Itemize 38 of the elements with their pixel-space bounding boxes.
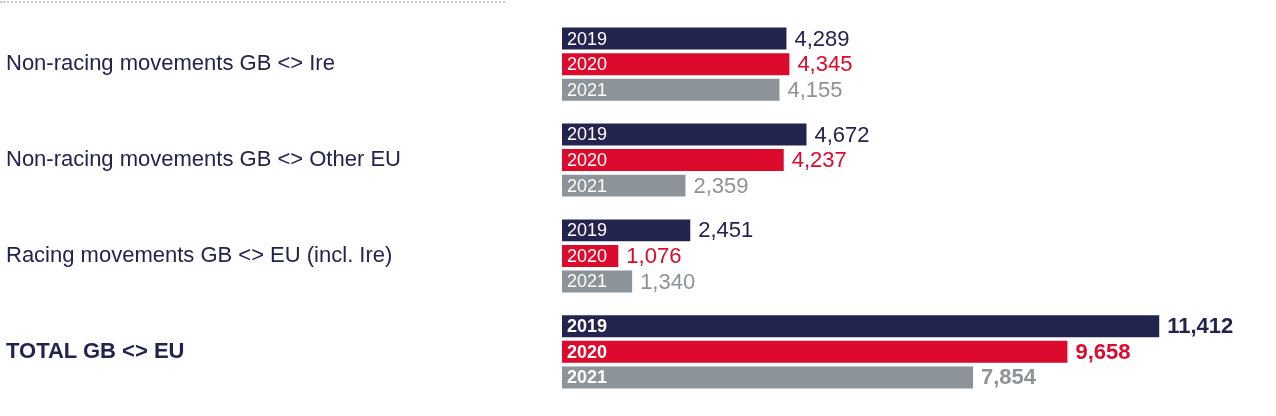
data-label: 2,451 <box>698 217 754 243</box>
text: 2021 <box>567 271 608 292</box>
bar <box>562 149 784 172</box>
series-label: 2021 <box>567 367 608 388</box>
bar <box>562 219 691 242</box>
bar <box>562 340 1068 363</box>
y-tick-label: TOTAL GB <> EU <box>6 337 185 363</box>
text: 2019 <box>567 28 608 49</box>
series-label: 2020 <box>567 341 608 362</box>
text: 2020 <box>567 150 608 171</box>
y-tick-label: Non-racing movements GB <> Other EU <box>6 146 401 172</box>
bar <box>562 123 807 146</box>
data-label: 2,359 <box>693 172 749 198</box>
text: 2021 <box>567 79 608 100</box>
text: 2019 <box>567 220 608 241</box>
text: 2020 <box>567 54 608 75</box>
text: 2020 <box>567 245 608 266</box>
bar <box>562 27 787 50</box>
data-label: 4,155 <box>787 76 843 102</box>
data-label: 11,412 <box>1167 313 1234 339</box>
data-label: 4,672 <box>814 121 870 147</box>
series-label: 2019 <box>567 124 608 145</box>
data-label: 7,854 <box>981 364 1037 390</box>
y-tick-label: Non-racing movements GB <> Ire <box>6 50 335 76</box>
data-label: 1,340 <box>640 268 696 294</box>
bar <box>562 366 974 389</box>
data-label: 4,289 <box>794 25 850 51</box>
bar <box>562 174 686 197</box>
text: 2019 <box>567 316 608 337</box>
y-tick-label: Racing movements GB <> EU (incl. Ire) <box>6 242 393 268</box>
bar <box>562 315 1160 338</box>
data-label: 9,658 <box>1075 338 1131 364</box>
data-label: 1,076 <box>626 243 682 269</box>
text: 2021 <box>567 175 608 196</box>
data-label: 4,237 <box>791 147 847 173</box>
bar <box>562 53 790 76</box>
data-label: 4,345 <box>797 51 853 77</box>
bar <box>562 78 780 101</box>
